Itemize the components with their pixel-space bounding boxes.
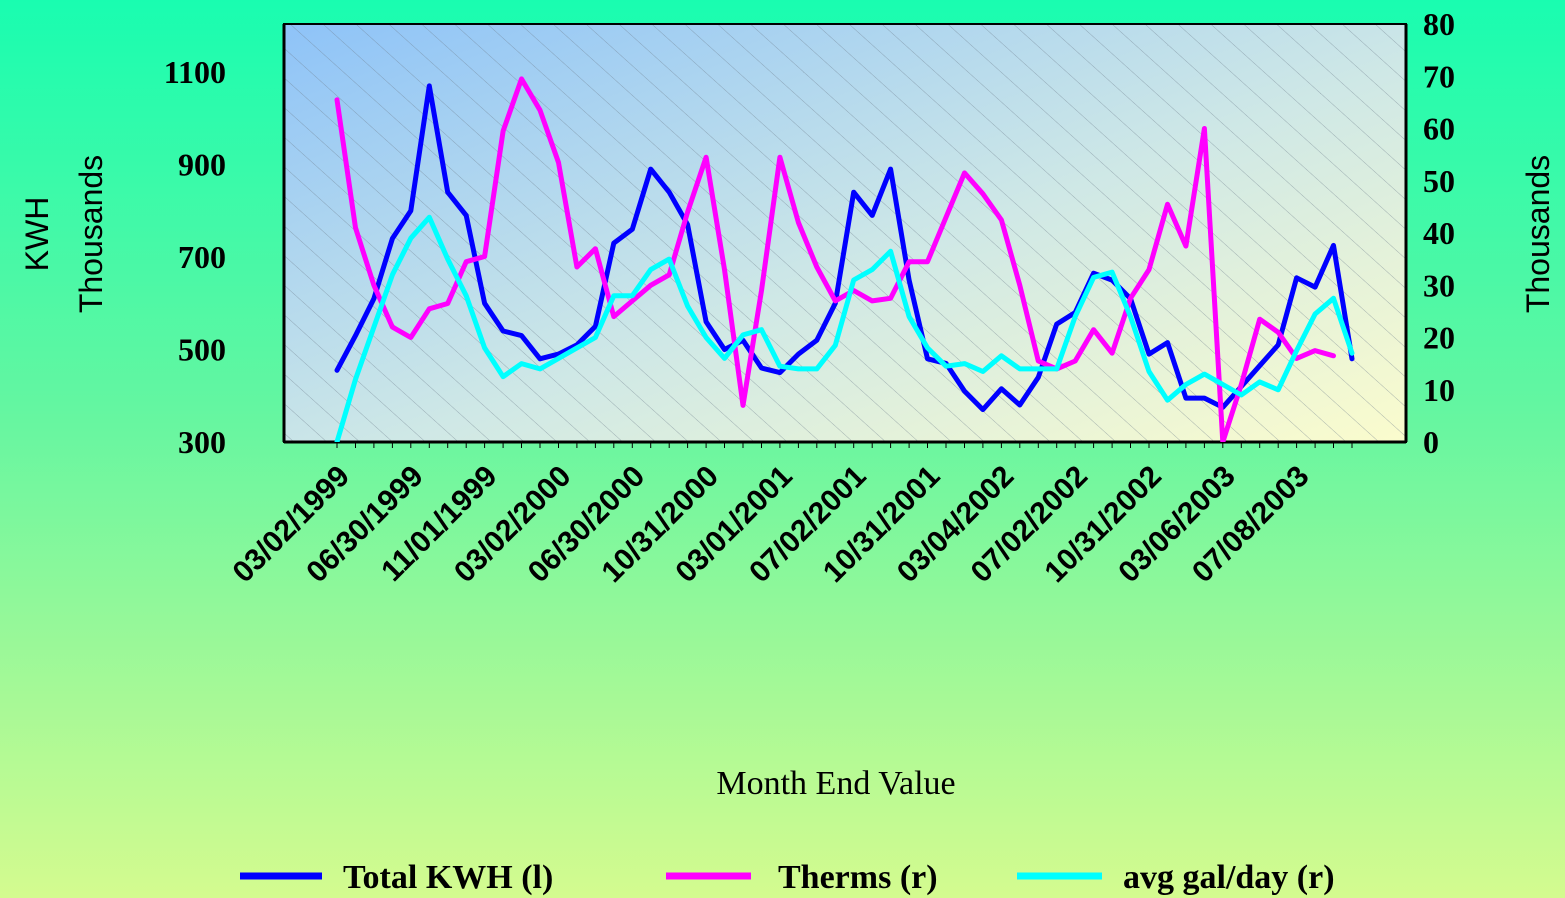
legend-item-therms: Therms (r) xyxy=(666,859,938,896)
left-tick-label: 1100 xyxy=(164,54,226,90)
legend-label-total-kwh: Total KWH (l) xyxy=(343,859,553,896)
x-axis-title: Month End Value xyxy=(716,765,955,802)
right-tick-label: 70 xyxy=(1423,58,1455,94)
series-line-avg-gal-day-r xyxy=(334,214,1355,442)
right-tick-label: 40 xyxy=(1423,215,1455,251)
legend-label-avg-gal-day: avg gal/day (r) xyxy=(1123,859,1335,896)
series-layer xyxy=(334,76,1355,442)
right-axis-title: Thousands xyxy=(1520,155,1556,313)
left-tick-label: 900 xyxy=(178,147,226,183)
left-axis-title-line1: KWH xyxy=(19,197,55,272)
left-tick-label: 500 xyxy=(178,332,226,368)
left-tick-label: 700 xyxy=(178,239,226,275)
right-tick-label: 30 xyxy=(1423,267,1455,303)
legend-label-therms: Therms (r) xyxy=(778,859,938,896)
right-tick-label: 10 xyxy=(1423,372,1455,408)
left-axis-title: KWH Thousands xyxy=(19,155,109,313)
legend-item-total-kwh: Total KWH (l) xyxy=(240,859,553,896)
legend: Total KWH (l) Therms (r) avg gal/day (r) xyxy=(240,859,1335,896)
legend-item-avg-gal-day: avg gal/day (r) xyxy=(1017,859,1335,896)
series-line-therms-r xyxy=(334,76,1336,442)
right-tick-label: 20 xyxy=(1423,320,1455,356)
right-tick-label: 50 xyxy=(1423,163,1455,199)
right-tick-label: 60 xyxy=(1423,111,1455,147)
right-tick-label: 0 xyxy=(1423,424,1439,460)
left-tick-label: 300 xyxy=(178,424,226,460)
left-axis-title-line2: Thousands xyxy=(73,155,109,313)
right-tick-label: 80 xyxy=(1423,6,1455,42)
